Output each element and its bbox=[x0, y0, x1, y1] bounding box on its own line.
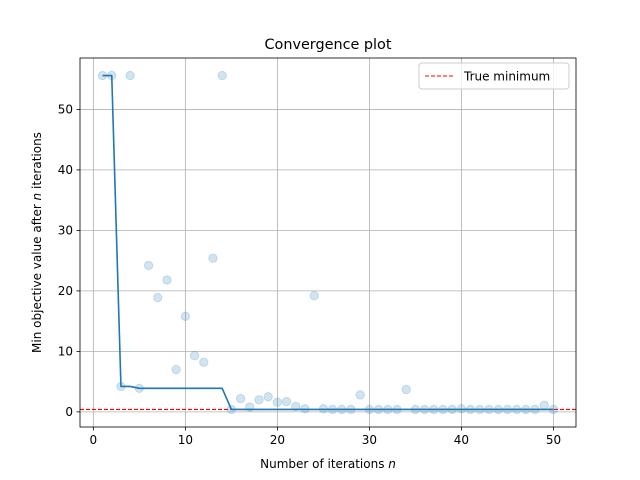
x-axis-label-main: Number of iterations bbox=[260, 457, 388, 471]
y-tick-label: 0 bbox=[65, 405, 73, 419]
x-tick-label: 20 bbox=[270, 433, 285, 447]
evaluation-point bbox=[125, 70, 135, 81]
x-axis-label-italic: n bbox=[388, 457, 396, 471]
evaluation-point bbox=[254, 395, 264, 405]
evaluation-point bbox=[217, 70, 227, 81]
y-tick-label: 40 bbox=[58, 163, 73, 177]
grid-lines bbox=[80, 58, 576, 427]
evaluation-point bbox=[199, 357, 209, 367]
evaluation-point bbox=[180, 311, 191, 321]
evaluation-point bbox=[539, 400, 549, 410]
y-tick-label: 20 bbox=[58, 284, 73, 298]
x-tick-label: 50 bbox=[546, 433, 561, 447]
y-axis-label-main: Min objective value after bbox=[30, 200, 44, 353]
y-axis-label: Min objective value after n iterations bbox=[30, 132, 44, 353]
axis-ticks: 0 10 20 30 40 50 0 10 20 30 40 50 bbox=[58, 103, 561, 447]
y-tick-label: 30 bbox=[58, 224, 73, 238]
evaluation-point bbox=[281, 396, 292, 407]
y-axis-label-italic: n bbox=[30, 193, 44, 201]
y-tick-label: 50 bbox=[58, 103, 73, 117]
x-tick-label: 30 bbox=[362, 433, 377, 447]
chart-title: Convergence plot bbox=[264, 37, 391, 53]
legend: True minimum bbox=[418, 62, 570, 90]
evaluation-point bbox=[401, 384, 411, 395]
y-tick-label: 10 bbox=[58, 345, 73, 359]
x-axis-label: Number of iterations n bbox=[260, 457, 396, 471]
x-tick-label: 40 bbox=[454, 433, 469, 447]
evaluation-point bbox=[355, 390, 365, 400]
evaluation-point bbox=[189, 350, 200, 361]
convergence-line bbox=[102, 74, 554, 411]
evaluation-point bbox=[162, 275, 172, 285]
evaluation-point bbox=[291, 401, 301, 412]
x-tick-label: 0 bbox=[90, 433, 98, 447]
plot-area bbox=[80, 58, 576, 427]
evaluation-point bbox=[143, 260, 154, 271]
convergence-line-layer bbox=[102, 74, 554, 411]
plot-frame bbox=[79, 57, 577, 428]
x-tick-label: 10 bbox=[178, 433, 193, 447]
legend-box bbox=[418, 62, 570, 90]
evaluation-point bbox=[208, 253, 218, 263]
y-axis-label-tail: iterations bbox=[30, 132, 44, 193]
evaluation-point bbox=[263, 392, 273, 402]
legend-true-minimum-label: True minimum bbox=[463, 70, 550, 84]
evaluation-point bbox=[309, 291, 319, 301]
evaluation-point bbox=[272, 397, 283, 407]
evaluation-point bbox=[153, 292, 163, 303]
evaluation-point bbox=[235, 393, 246, 404]
evaluation-point bbox=[171, 364, 181, 375]
